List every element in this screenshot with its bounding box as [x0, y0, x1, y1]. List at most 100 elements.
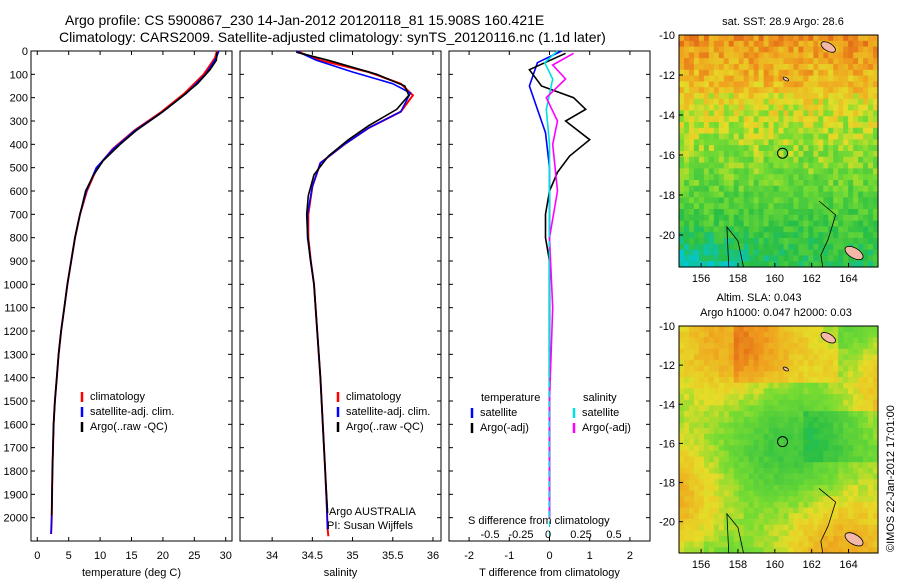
map-cell [688, 151, 695, 158]
map-cell [778, 382, 785, 390]
map-cell [713, 371, 720, 378]
map-cell [803, 399, 809, 407]
map-cell [778, 98, 785, 106]
map-cell [723, 185, 730, 193]
map-cell [808, 209, 814, 216]
map-cell [693, 433, 700, 441]
map-cell [783, 354, 790, 361]
map-cell [758, 382, 765, 390]
map-cell [728, 428, 735, 435]
map-cell [828, 185, 834, 193]
map-cell [813, 232, 819, 239]
map-cell [808, 422, 814, 429]
map-cell [853, 405, 859, 412]
map-cell [683, 496, 690, 503]
map-cell [818, 220, 824, 227]
map-cell [679, 156, 685, 164]
map-cell [828, 371, 834, 378]
map-cell [693, 243, 700, 251]
map-cell [758, 547, 765, 554]
map-cell [778, 496, 785, 503]
map-cell [858, 52, 864, 59]
map-cell [833, 226, 839, 233]
map-cell [683, 326, 690, 333]
map-cell [788, 456, 795, 463]
map-cell [818, 467, 824, 475]
map-cell [718, 64, 725, 71]
map-cell [698, 422, 705, 429]
map-cell [718, 348, 725, 355]
map-cell [868, 388, 874, 395]
map-cell [848, 365, 854, 372]
map-cell [738, 530, 745, 537]
map-cell [679, 64, 685, 71]
map-cell [703, 445, 710, 452]
map-cell [773, 348, 780, 355]
map-cell [828, 326, 834, 333]
map-cell [683, 331, 690, 338]
map-cell [748, 348, 755, 355]
map-cell [813, 530, 819, 537]
map-cell [788, 479, 795, 486]
map-cell [728, 87, 735, 94]
map-cell [873, 238, 879, 245]
map-cell [748, 360, 755, 367]
map-cell [698, 249, 705, 256]
map-cell [808, 501, 814, 509]
map-cell [838, 191, 844, 198]
map-cell [679, 439, 685, 446]
map-cell [858, 456, 864, 463]
map-cell [843, 507, 849, 514]
map-cell [853, 456, 859, 463]
map-cell [788, 365, 795, 372]
map-cell [713, 490, 720, 497]
map-cell [808, 496, 814, 503]
map-cell [693, 343, 700, 350]
map-cell [718, 479, 725, 486]
map-cell [778, 168, 785, 175]
map-cell [758, 203, 765, 210]
map-cell [798, 348, 804, 355]
map-cell [693, 524, 700, 531]
legend-title-temperature: temperature [481, 392, 540, 404]
map-cell [768, 535, 775, 543]
map-cell [808, 411, 814, 418]
map-cell [728, 405, 735, 412]
map-cell [688, 541, 695, 548]
map-cell [693, 467, 700, 475]
map-cell [723, 156, 730, 164]
map-cell [848, 547, 854, 554]
map-cell [723, 69, 730, 77]
map-cell [768, 185, 775, 193]
map-cell [718, 58, 725, 65]
map-cell [788, 64, 795, 71]
map-cell [718, 377, 725, 384]
map-cell [868, 185, 874, 193]
map-cell [768, 462, 775, 469]
map-cell [848, 139, 854, 146]
map-cell [798, 197, 804, 204]
map-cell [868, 377, 874, 384]
map-cell [768, 209, 775, 216]
map-cell [703, 232, 710, 239]
map-cell [813, 513, 819, 520]
map-cell [748, 416, 755, 424]
map-cell [873, 462, 879, 469]
map-cell [808, 93, 814, 100]
map-cell [858, 331, 864, 338]
map-cell [838, 122, 844, 129]
map-cell [738, 343, 745, 350]
map-cell [868, 69, 874, 77]
map-cell [818, 249, 824, 256]
map-cell [783, 467, 790, 475]
map-cell [753, 40, 760, 48]
x-tick-label: 164 [839, 559, 857, 571]
map-cell [688, 354, 695, 361]
map-cell [813, 524, 819, 531]
map-cell [708, 249, 715, 256]
map-cell [718, 326, 725, 333]
map-cell [868, 484, 874, 492]
map-cell [708, 348, 715, 355]
map-cell [683, 191, 690, 198]
map-cell [813, 249, 819, 256]
